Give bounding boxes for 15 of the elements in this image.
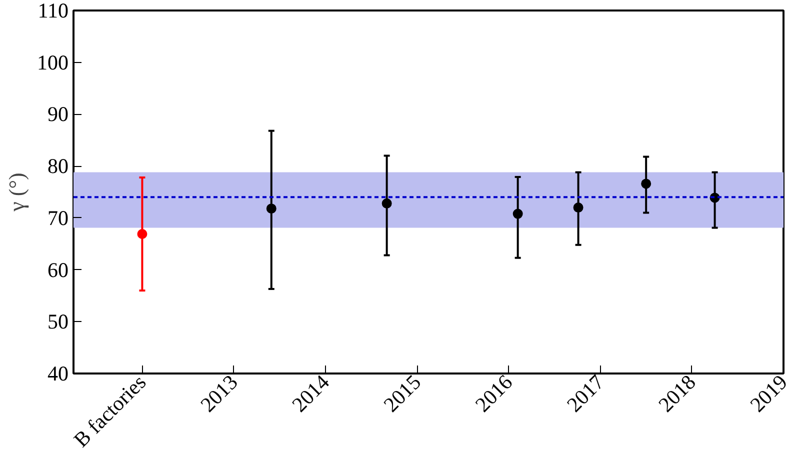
point bbox=[573, 202, 584, 213]
y-tick-label: 50 bbox=[48, 310, 68, 334]
y-tick-label: 70 bbox=[48, 206, 68, 230]
point bbox=[382, 198, 392, 208]
point bbox=[266, 204, 276, 214]
y-tick-label: 110 bbox=[38, 0, 69, 22]
y-tick-label: 60 bbox=[48, 258, 68, 282]
y-tick-label: 80 bbox=[48, 154, 68, 178]
y-tick-label: 90 bbox=[48, 102, 68, 126]
y-tick-label: 100 bbox=[37, 50, 68, 74]
point bbox=[137, 229, 148, 239]
y-axis-title: γ (°) bbox=[4, 172, 29, 212]
y-tick-label: 40 bbox=[48, 362, 68, 386]
point bbox=[641, 178, 652, 189]
point bbox=[512, 208, 523, 219]
